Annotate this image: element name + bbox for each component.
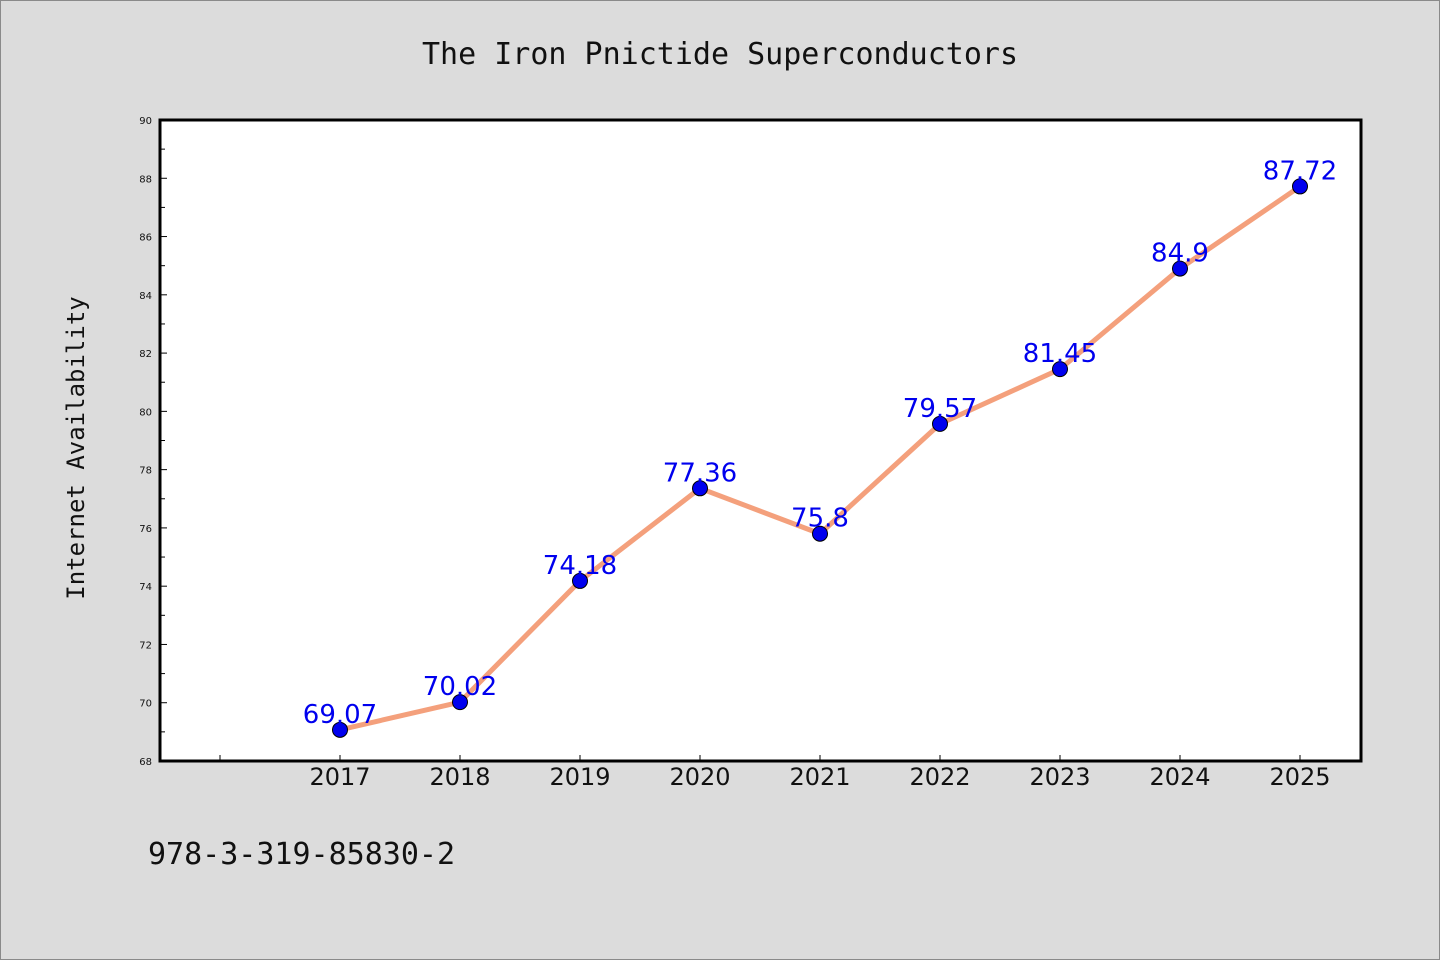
data-labels-layer: 69.07 70.02 74.18 77.36 75.8 79.57 81.45 84.9 87… (303, 156, 1337, 729)
data-label: 87.72 (1263, 156, 1337, 186)
data-point (572, 572, 588, 589)
y-tick-label: 76 (139, 524, 152, 535)
x-tick-label: 2017 (309, 763, 370, 791)
data-label: 84.9 (1151, 239, 1209, 269)
data-point (692, 480, 708, 497)
data-label: 77.36 (663, 458, 737, 488)
data-label: 74.18 (543, 551, 617, 581)
markers-layer (332, 178, 1308, 738)
x-tick-label: 2025 (1269, 763, 1330, 791)
y-tick-label: 84 (139, 291, 152, 302)
data-point (452, 694, 468, 711)
data-point (332, 721, 348, 738)
y-axis-label: Internet Availability (62, 296, 90, 599)
y-tick-label: 74 (139, 582, 152, 593)
data-point (932, 415, 948, 432)
y-tick-label: 88 (139, 174, 152, 185)
data-label: 79.57 (903, 394, 977, 424)
data-label: 81.45 (1023, 339, 1097, 369)
x-tick-label: 2018 (429, 763, 490, 791)
data-point (812, 525, 828, 542)
data-label: 70.02 (423, 672, 497, 702)
y-tick-label: 86 (139, 233, 152, 244)
y-tick-label: 80 (139, 407, 152, 418)
isbn-caption: 978-3-319-85830-2 (148, 837, 455, 872)
data-point (1052, 361, 1068, 378)
data-point (1292, 178, 1308, 195)
plot-frame (158, 118, 1363, 763)
data-label: 69.07 (303, 700, 377, 730)
y-tick-label: 70 (139, 699, 152, 710)
x-tick-label: 2020 (669, 763, 730, 791)
y-tick-label: 90 (139, 116, 152, 127)
y-tick-label: 68 (139, 757, 152, 768)
chart-title: The Iron Pnictide Superconductors (422, 37, 1018, 72)
plot-area (160, 120, 1361, 761)
x-tick-label: 2021 (789, 763, 850, 791)
x-tick-label: 2023 (1029, 763, 1090, 791)
y-tick-label: 72 (139, 640, 152, 651)
data-point (1172, 260, 1188, 277)
y-tick-label: 82 (139, 349, 152, 360)
y-tick-label: 78 (139, 466, 152, 477)
x-tick-label: 2022 (909, 763, 970, 791)
x-tick-label: 2024 (1149, 763, 1210, 791)
axis-ticks: 68 70 72 74 76 78 80 82 84 86 88 90 2017 2018 2019 2020… (139, 116, 1330, 791)
x-tick-label: 2019 (549, 763, 610, 791)
data-label: 75.8 (791, 504, 849, 534)
